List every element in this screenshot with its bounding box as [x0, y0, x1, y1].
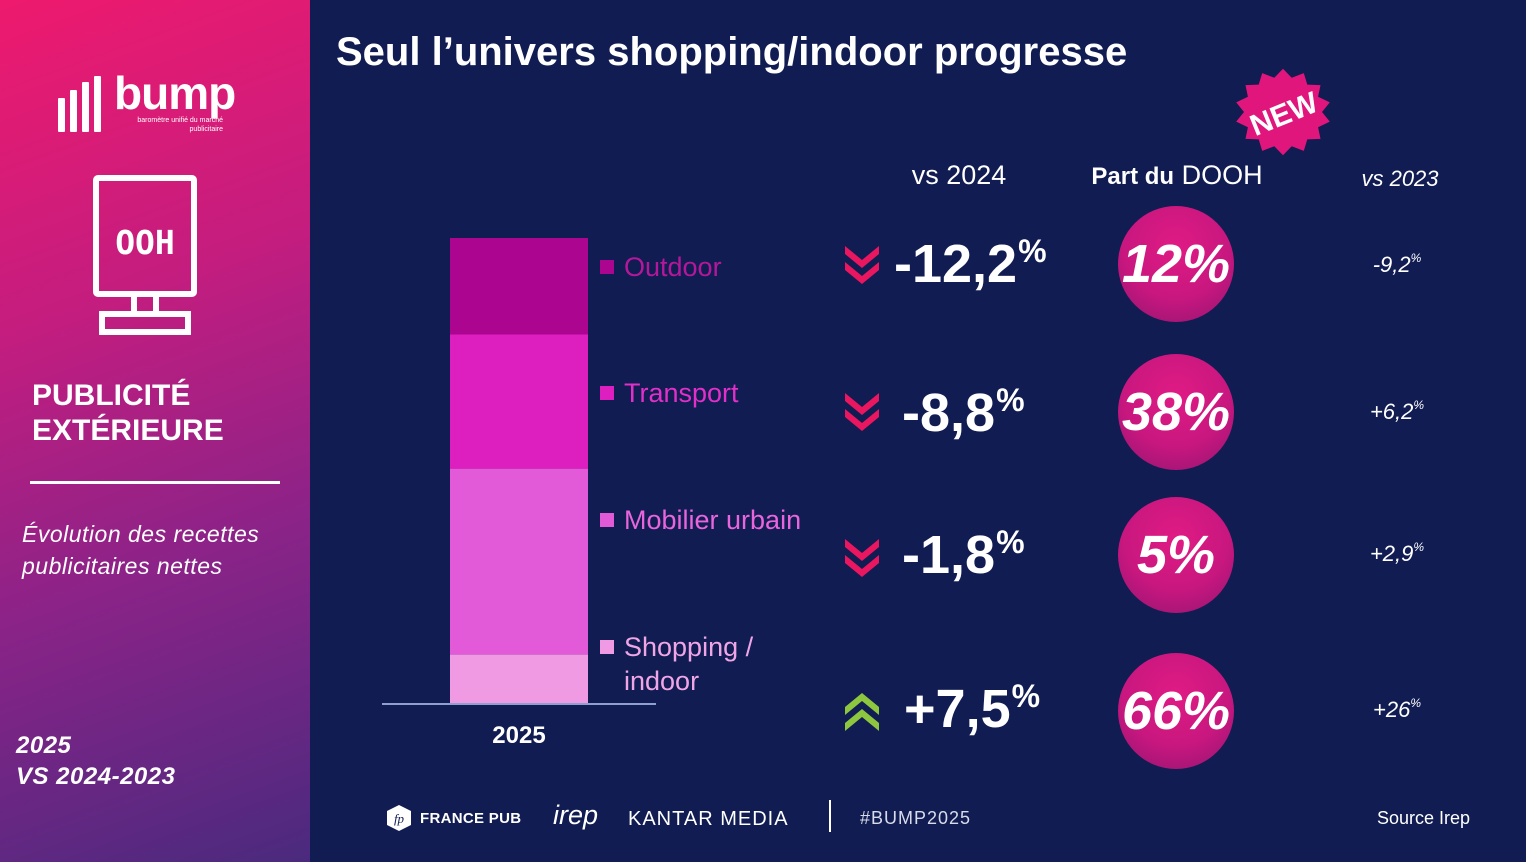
percent-sign: %: [1410, 251, 1422, 265]
prev-value: +6,2: [1369, 399, 1414, 424]
dooh-share-circle: 66%: [1118, 653, 1234, 769]
chevron-up-icon: [845, 693, 879, 731]
change-vs2023: -9,2%: [1352, 251, 1442, 278]
sidebar-title-line2: EXTÉRIEURE: [32, 414, 224, 447]
svg-text:fp: fp: [394, 811, 405, 826]
row-transport: -8,8% 38% +6,2%: [0, 352, 1526, 472]
change-value: -12,2: [894, 234, 1018, 294]
bar-segment-shopping-indoor: [450, 654, 588, 704]
column-header-part-bold: Part du: [1091, 163, 1175, 190]
change-value: -1,8: [902, 525, 996, 585]
change-value: -8,8: [902, 383, 996, 443]
legend-label: Shopping / indoor: [624, 632, 754, 696]
page-title: Seul l’univers shopping/indoor progresse: [336, 30, 1128, 74]
sidebar: bump baromètre unifié du marché publicit…: [0, 0, 310, 862]
column-header-vs2023: vs 2023: [1361, 166, 1439, 191]
change-vs2024: -12,2%: [894, 233, 1047, 295]
dooh-share-circle: 5%: [1118, 497, 1234, 613]
legend-item-mobilier: Mobilier urbain: [600, 503, 820, 537]
row-outdoor: -12,2% 12% -9,2%: [0, 203, 1526, 323]
sidebar-years-line1: 2025: [16, 732, 72, 759]
chevron-down-icon: [845, 539, 879, 577]
hashtag: #BUMP2025: [860, 808, 972, 828]
irep-logo: irep: [553, 800, 599, 830]
percent-sign: %: [996, 382, 1025, 418]
percent-sign: %: [1413, 540, 1425, 554]
billboard-icon: [93, 175, 197, 335]
prev-value: -9,2: [1372, 252, 1411, 277]
sidebar-divider: [30, 481, 280, 484]
dooh-share-circle: 12%: [1118, 206, 1234, 322]
bump-logo-bars-icon: [58, 76, 108, 132]
legend-item-outdoor: Outdoor: [600, 250, 820, 284]
change-vs2023: +6,2%: [1352, 398, 1442, 425]
change-vs2024: +7,5%: [904, 678, 1040, 740]
change-vs2024: -1,8%: [902, 524, 1025, 586]
legend-item-shopping: Shopping / indoor: [600, 630, 820, 698]
row-mobilier-urbain: -1,8% 5% +2,9%: [0, 494, 1526, 614]
percent-sign: %: [996, 524, 1025, 560]
bar-segment-mobilier-urbain: [450, 468, 588, 655]
change-vs2023: +2,9%: [1352, 540, 1442, 567]
legend-label: Mobilier urbain: [624, 505, 802, 535]
legend-item-transport: Transport: [600, 376, 820, 410]
prev-value: +26: [1373, 697, 1411, 722]
legend-swatch: [600, 513, 614, 527]
source-note: Source Irep: [1376, 808, 1470, 828]
brand-logo-text: bump: [114, 67, 236, 119]
legend-swatch: [600, 386, 614, 400]
percent-sign: %: [1011, 678, 1041, 714]
sidebar-title-line1: PUBLICITÉ: [32, 379, 191, 412]
x-axis-tick-label: 2025: [492, 722, 546, 749]
sidebar-years: 2025 VS 2024-2023: [16, 730, 175, 792]
prev-value: +2,9: [1369, 541, 1414, 566]
column-header-part-dooh: Part du DOOH: [1082, 160, 1272, 191]
bar-segment-outdoor: [450, 238, 588, 335]
brand-tagline: baromètre unifié du marché publicitaire: [137, 117, 223, 133]
new-badge: NEW: [1236, 68, 1330, 156]
percent-sign: %: [1413, 398, 1425, 412]
column-header-part-rest: DOOH: [1174, 160, 1263, 190]
footer-divider: [829, 800, 831, 832]
row-shopping-indoor: +7,5% 66% +26%: [0, 650, 1526, 770]
change-value: +7,5: [904, 679, 1011, 739]
change-vs2023: +26%: [1352, 696, 1442, 723]
legend-swatch: [600, 640, 614, 654]
percent-sign: %: [1410, 696, 1421, 710]
bar-segment-transport: [450, 334, 588, 469]
dooh-share-circle: 38%: [1118, 354, 1234, 470]
chevron-down-icon: [845, 246, 879, 284]
france-pub-logo-icon: fp: [387, 805, 411, 831]
legend-label: Outdoor: [624, 252, 722, 282]
sidebar-years-line2: VS 2024-2023: [16, 763, 176, 790]
new-badge-starburst: [1236, 68, 1330, 156]
legend-swatch: [600, 260, 614, 274]
percent-sign: %: [1018, 233, 1047, 269]
column-header-vs2024: vs 2024: [911, 160, 1007, 190]
sidebar-description: Évolution des recettes publicitaires net…: [22, 521, 260, 579]
france-pub-logo: FRANCE PUB: [420, 810, 522, 827]
kantar-media-logo: KANTAR MEDIA: [628, 808, 789, 830]
change-vs2024: -8,8%: [902, 382, 1025, 444]
stacked-bar-chart: [382, 238, 656, 705]
chevron-down-icon: [845, 393, 879, 431]
billboard-label: OOH: [115, 223, 175, 262]
legend-label: Transport: [624, 378, 739, 408]
sidebar-title: PUBLICITÉ EXTÉRIEURE: [32, 378, 292, 448]
